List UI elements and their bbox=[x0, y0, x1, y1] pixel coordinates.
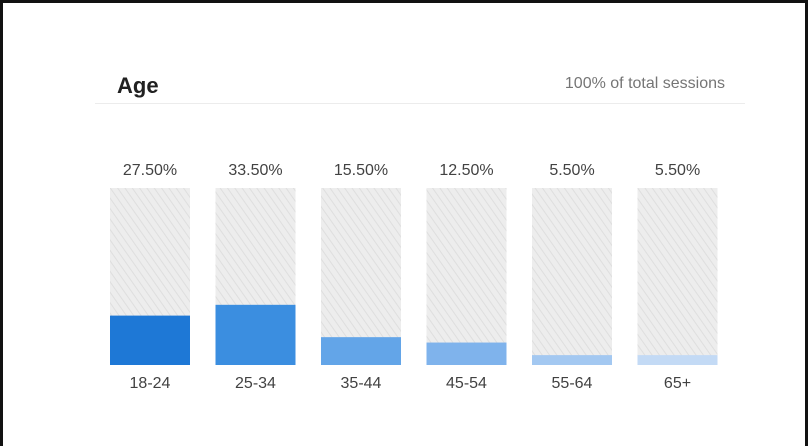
value-label: 5.50% bbox=[549, 162, 594, 179]
bar-55-64[interactable] bbox=[532, 355, 612, 365]
bar-track bbox=[532, 188, 612, 365]
bar-track bbox=[426, 188, 507, 365]
value-label: 12.50% bbox=[439, 162, 493, 179]
value-label: 15.50% bbox=[334, 162, 388, 179]
category-label: 55-64 bbox=[552, 375, 593, 392]
bar-track bbox=[321, 188, 401, 365]
category-label: 25-34 bbox=[235, 375, 276, 392]
value-label: 27.50% bbox=[123, 162, 177, 179]
card-header: Age 100% of total sessions bbox=[95, 63, 745, 104]
value-label: 33.50% bbox=[228, 162, 282, 179]
value-label: 5.50% bbox=[655, 162, 700, 179]
category-label: 45-54 bbox=[446, 375, 487, 392]
category-label: 65+ bbox=[664, 375, 691, 392]
bar-25-34[interactable] bbox=[215, 304, 296, 365]
bar-track bbox=[637, 188, 718, 365]
card-subtitle: 100% of total sessions bbox=[564, 75, 725, 92]
category-label: 18-24 bbox=[130, 375, 171, 392]
bar-18-24[interactable] bbox=[110, 315, 190, 365]
bar-65+[interactable] bbox=[637, 355, 718, 365]
bar-45-54[interactable] bbox=[426, 342, 507, 365]
card-title: Age bbox=[117, 73, 159, 98]
bar-35-44[interactable] bbox=[321, 337, 401, 365]
category-label: 35-44 bbox=[341, 375, 382, 392]
